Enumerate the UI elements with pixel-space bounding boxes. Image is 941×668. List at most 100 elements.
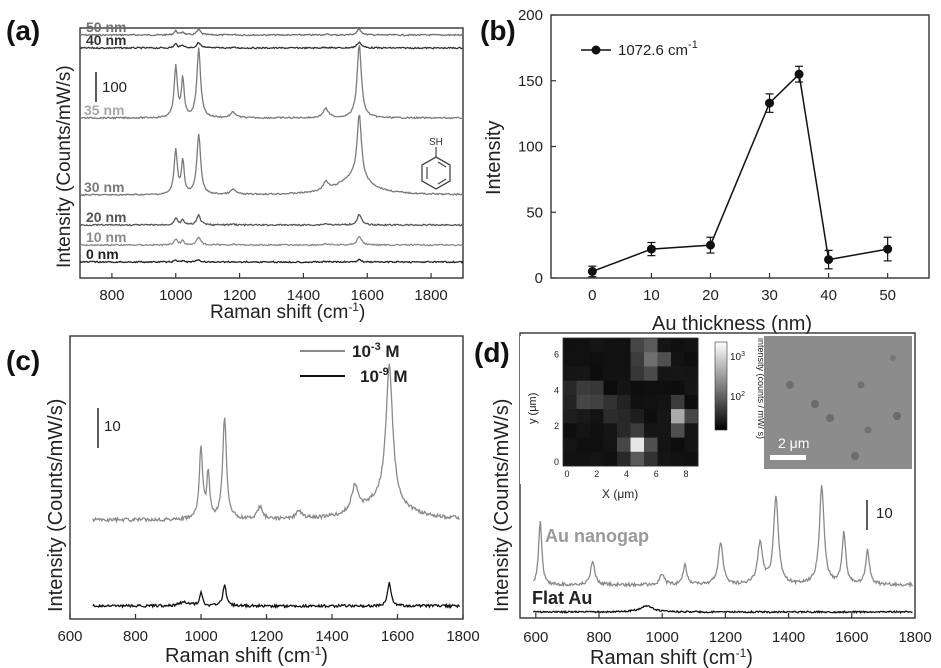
heatmap-cell [603, 338, 618, 353]
panel-c-legend-1e-9: 10-9 M [360, 366, 408, 386]
heatmap-cell [657, 338, 672, 353]
panel-b-point [646, 244, 656, 254]
heatmap-cell [657, 423, 672, 438]
heatmap-cell [671, 366, 685, 382]
heatmap-cell [684, 352, 699, 367]
heatmap-cell [671, 409, 685, 424]
panel-c-xtick-800: 800 [123, 628, 148, 645]
panel-b-legend-label: 1072.6 cm-1 [618, 39, 698, 59]
panel-a-label-50-nm: 50 nm [86, 19, 126, 35]
heatmap-cell [630, 338, 645, 353]
heatmap-cell [684, 394, 699, 410]
panel-d-y-axis-label: Intensity (Counts/mW/s) [491, 399, 513, 612]
panel-b-xtick-40: 40 [820, 287, 837, 304]
heatmap-cell [576, 451, 591, 467]
panel-d-xtick-1600: 1600 [835, 629, 868, 646]
panel-a-x-axis-label: Raman shift (cm-1) [210, 300, 365, 323]
heatmap-cell [657, 366, 672, 382]
panel-d-xtick-1400: 1400 [772, 629, 805, 646]
heatmap-cell [644, 380, 658, 396]
heatmap-cell [576, 437, 591, 453]
inset-ytick-2: 2 [554, 421, 559, 431]
heatmap-cell [603, 380, 618, 396]
heatmap-cell [657, 380, 672, 396]
heatmap-cell [630, 437, 645, 453]
panel-a-spectrum-20-nm [79, 213, 464, 227]
heatmap-cell [576, 366, 591, 382]
heatmap-cell [563, 380, 577, 396]
panel-a-spectrum-40-nm [79, 41, 464, 50]
panel-c-spectra [92, 363, 461, 609]
panel-b-frame [550, 14, 930, 279]
heatmap-cell [657, 394, 672, 410]
heatmap-cell [684, 366, 699, 382]
heatmap-cell [563, 366, 577, 382]
inset-ytick-4: 4 [554, 385, 559, 395]
heatmap-cell [684, 380, 699, 396]
panel-d-label: (d) [474, 337, 510, 368]
panel-b-ytick-50: 50 [526, 204, 543, 221]
panel-b-ytick-100: 100 [518, 139, 543, 156]
heatmap-cell [576, 409, 591, 424]
panel-d-xtick-1200: 1200 [709, 629, 742, 646]
panel-a-label-30-nm: 30 nm [84, 179, 124, 195]
panel-c-xtick-600: 600 [57, 628, 82, 645]
panel-b-label: (b) [480, 15, 516, 46]
panel-a-spectrum-30-nm [79, 114, 464, 197]
heatmap-cell [630, 423, 645, 438]
heatmap-cell [603, 352, 618, 367]
panel-a-xtick-1200: 1200 [223, 287, 256, 304]
inset-heatmap-ticks: 0 2 4 6 8 0 2 4 6 [554, 350, 689, 479]
heatmap-cell [671, 338, 685, 353]
panel-d-spectrum-flat-au [532, 604, 913, 615]
heatmap-cell [603, 394, 618, 410]
heatmap-cell [617, 366, 631, 382]
panel-c-x-ticks: 600 800 1000 1200 1400 1600 1800 [57, 614, 480, 645]
heatmap-cell [563, 409, 577, 424]
heatmap-cell [590, 409, 604, 424]
heatmap-cell [644, 451, 658, 467]
panel-a-frame [79, 27, 464, 279]
colorbar-label: intensity (counts / mW/ s) [756, 338, 766, 439]
panel-a-label-40-nm: 40 nm [86, 32, 126, 48]
heatmap-cell [630, 366, 645, 382]
heatmap-cell [671, 394, 685, 410]
inset-xtick-6: 6 [654, 469, 659, 479]
heatmap-cell [590, 423, 604, 438]
panel-a-xtick-1600: 1600 [351, 287, 384, 304]
panel-a-scalebar-label: 100 [102, 79, 127, 96]
heatmap-cell [671, 423, 685, 438]
panel-d-label-au-nanogap: Au nanogap [545, 526, 649, 546]
heatmap-cell [603, 451, 618, 467]
heatmap-cell [563, 352, 577, 367]
panel-c-spectrum-1e-3 [92, 363, 460, 524]
heatmap-cell [563, 394, 577, 410]
panel-a-xtick-800: 800 [99, 287, 124, 304]
panel-c: (c) 600 800 1000 1200 1400 1600 1800 10-3 M 10… [6, 335, 480, 667]
panel-b-ticks: 0 10 20 30 40 50 0 50 100 150 200 [518, 7, 896, 304]
heatmap-cell [644, 352, 658, 367]
panel-d-xtick-1800: 1800 [898, 629, 931, 646]
inset-ytick-6: 6 [554, 350, 559, 360]
heatmap-cell [684, 451, 699, 467]
panel-a-spectrum-35-nm [79, 45, 464, 120]
panel-d-xtick-1000: 1000 [646, 629, 679, 646]
heatmap-cell [644, 366, 658, 382]
panel-d-xtick-600: 600 [523, 629, 548, 646]
panel-a-label: (a) [6, 15, 40, 46]
panel-d-scalebar-label: 10 [876, 505, 893, 522]
inset-colorbar [714, 341, 728, 431]
panel-b-xtick-30: 30 [761, 287, 778, 304]
heatmap-cell [644, 423, 658, 438]
panel-a-y-axis-label: Intensity (Counts/mW/s) [54, 65, 75, 268]
heatmap-cell [576, 394, 591, 410]
colorbar-tick-100: 102 [730, 391, 745, 403]
colorbar-tick-1000: 103 [730, 351, 745, 363]
heatmap-cell [563, 451, 577, 467]
heatmap-cell [671, 352, 685, 367]
heatmap-cell [644, 409, 658, 424]
heatmap-cell [590, 394, 604, 410]
panel-a-spectrum-50-nm [79, 27, 464, 37]
heatmap-cell [617, 451, 631, 467]
